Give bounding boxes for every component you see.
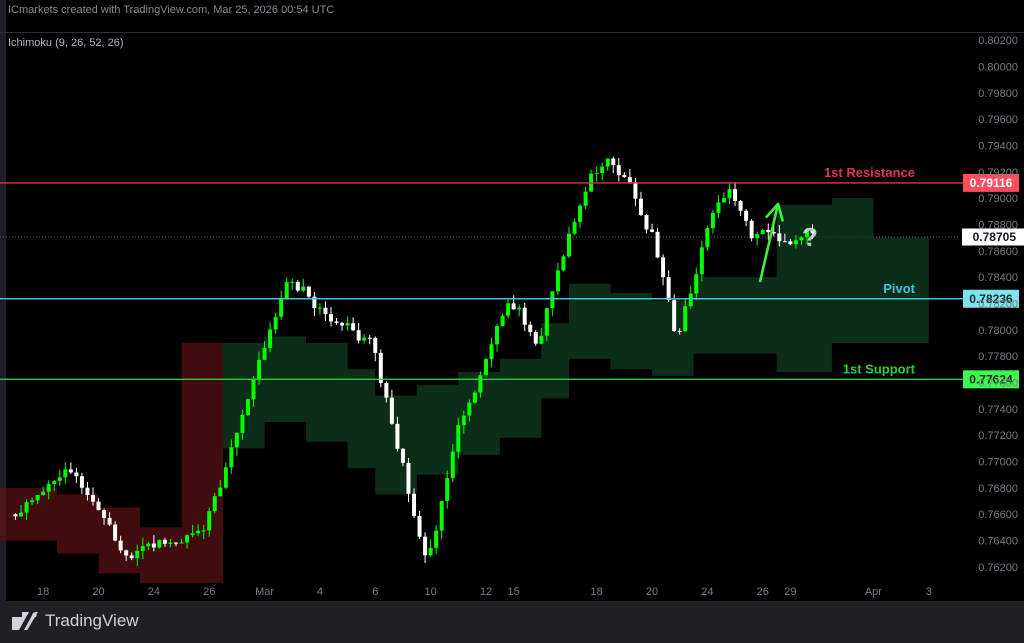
- svg-text:24: 24: [148, 586, 160, 598]
- svg-text:18: 18: [37, 586, 49, 598]
- svg-text:6: 6: [372, 586, 378, 598]
- svg-text:20: 20: [92, 586, 104, 598]
- svg-text:0.79600: 0.79600: [978, 114, 1018, 126]
- svg-text:12: 12: [480, 586, 492, 598]
- svg-text:26: 26: [757, 586, 769, 598]
- svg-text:?: ?: [802, 222, 818, 252]
- svg-text:0.78200: 0.78200: [978, 299, 1018, 311]
- svg-text:1st Support: 1st Support: [843, 361, 916, 376]
- svg-text:0.77400: 0.77400: [978, 404, 1018, 416]
- svg-text:15: 15: [508, 586, 520, 598]
- svg-text:Mar: Mar: [255, 586, 274, 598]
- svg-text:0.79000: 0.79000: [978, 193, 1018, 205]
- svg-text:26: 26: [203, 586, 215, 598]
- svg-text:24: 24: [701, 586, 713, 598]
- svg-text:0.79200: 0.79200: [978, 167, 1018, 179]
- svg-text:0.80200: 0.80200: [978, 35, 1018, 47]
- svg-text:0.76600: 0.76600: [978, 509, 1018, 521]
- svg-text:29: 29: [784, 586, 796, 598]
- svg-text:0.77200: 0.77200: [978, 430, 1018, 442]
- svg-text:0.76400: 0.76400: [978, 536, 1018, 548]
- svg-text:1st Resistance: 1st Resistance: [824, 165, 915, 180]
- svg-text:0.77800: 0.77800: [978, 351, 1018, 363]
- svg-text:0.76200: 0.76200: [978, 562, 1018, 574]
- svg-text:18: 18: [591, 586, 603, 598]
- svg-text:Apr: Apr: [865, 586, 882, 598]
- svg-text:10: 10: [424, 586, 436, 598]
- svg-text:0.76800: 0.76800: [978, 483, 1018, 495]
- svg-text:0.80000: 0.80000: [978, 61, 1018, 73]
- svg-text:4: 4: [317, 586, 323, 598]
- svg-text:0.78400: 0.78400: [978, 272, 1018, 284]
- svg-text:0.77600: 0.77600: [978, 378, 1018, 390]
- svg-text:3: 3: [926, 586, 932, 598]
- svg-text:0.78705: 0.78705: [973, 230, 1017, 244]
- svg-text:0.78600: 0.78600: [978, 246, 1018, 258]
- svg-text:0.79400: 0.79400: [978, 140, 1018, 152]
- svg-text:0.78000: 0.78000: [978, 325, 1018, 337]
- svg-text:0.79800: 0.79800: [978, 88, 1018, 100]
- svg-text:20: 20: [646, 586, 658, 598]
- svg-text:0.77000: 0.77000: [978, 457, 1018, 469]
- svg-text:Pivot: Pivot: [883, 281, 915, 296]
